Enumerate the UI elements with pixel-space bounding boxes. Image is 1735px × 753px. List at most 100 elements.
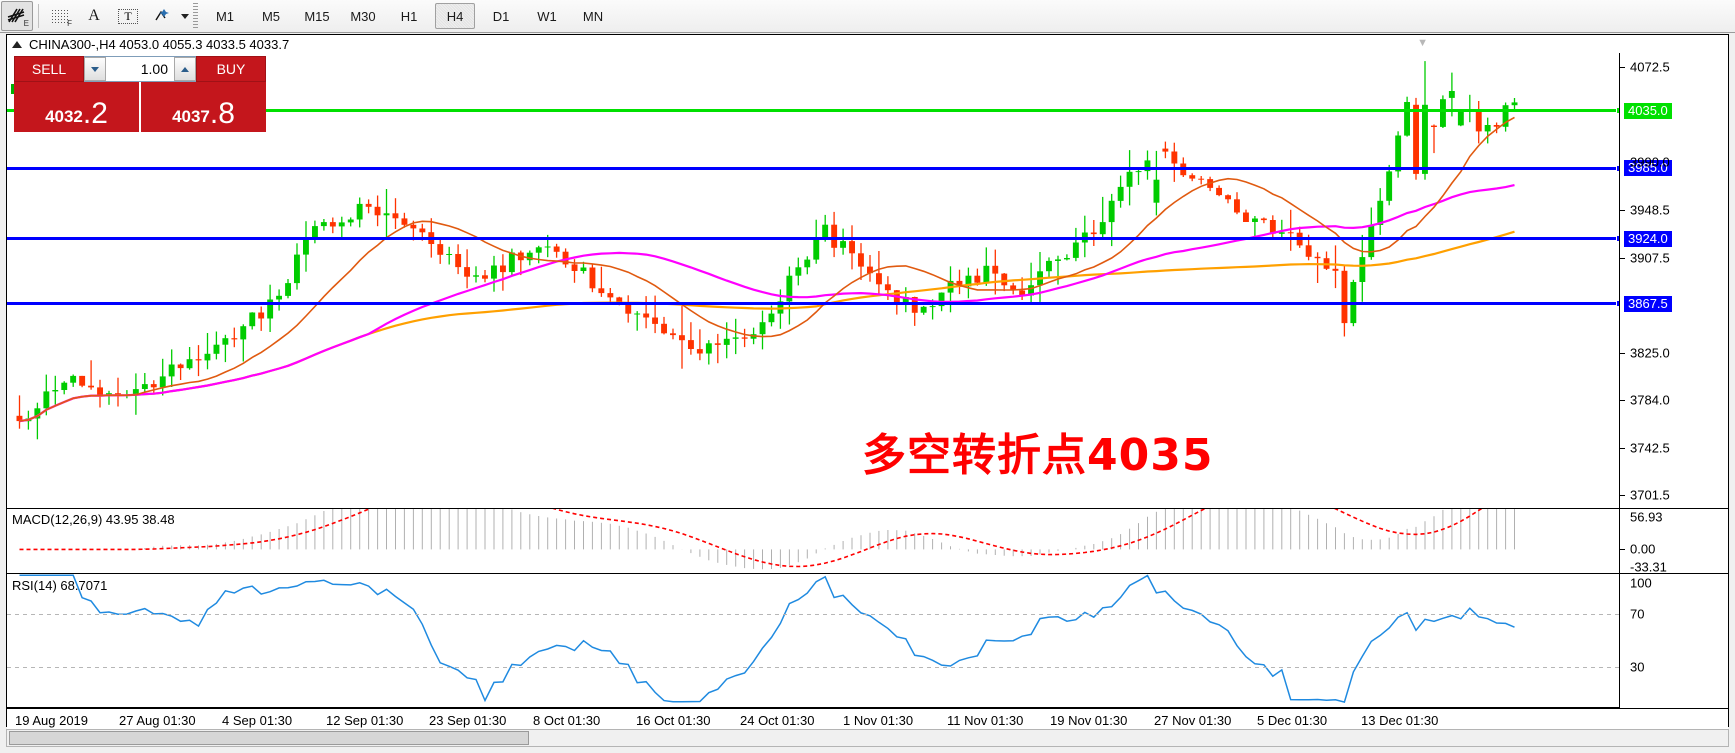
macd-canvas (19, 509, 1515, 570)
buy-price-integer: 4037 (172, 107, 210, 126)
macd-tick (1620, 549, 1625, 551)
time-label-4: 23 Sep 01:30 (429, 713, 507, 728)
chart-symbol-ohlc: CHINA300-,H4 4053.0 4055.3 4033.5 4033.7 (29, 36, 290, 52)
rsi-scale-70: 70 (1630, 606, 1645, 622)
price-line-3867-5[interactable] (7, 300, 1619, 307)
text-label-icon[interactable]: A (78, 1, 110, 31)
rsi-level-30 (7, 667, 1619, 669)
axis-tick (1620, 210, 1625, 212)
timeframe-h4[interactable]: H4 (435, 3, 475, 29)
timeframe-m1[interactable]: M1 (215, 8, 235, 24)
scrollbar-thumb[interactable] (9, 731, 529, 745)
timeframe-m5[interactable]: M5 (261, 8, 281, 24)
macd-scale-0neg00: 0.00 (1630, 541, 1656, 557)
price-tick-3784-0: 3784.0 (1630, 392, 1670, 408)
volume-stepper[interactable]: 1.00 (84, 56, 196, 82)
timeframe-m15[interactable]: M15 (304, 8, 330, 24)
price-pane[interactable] (7, 53, 1619, 508)
order-prices-row: 4032 .2 4037 .8 (14, 82, 266, 132)
volume-increase-button[interactable] (174, 57, 196, 81)
price-label-4035-0[interactable]: 4035.0 (1624, 102, 1672, 119)
price-line-3985-0[interactable] (7, 164, 1619, 172)
price-line-handle[interactable] (1616, 235, 1619, 242)
expert-advisor-glyph (7, 8, 25, 23)
price-line-4035-0[interactable] (7, 107, 1619, 115)
macd-axis: 56.93 0.00 -33.31 (1619, 508, 1728, 575)
horizontal-scrollbar[interactable] (6, 729, 1729, 747)
time-label-7: 24 Oct 01:30 (740, 713, 815, 728)
axis-tick (1620, 399, 1625, 401)
toolbar-divider-1 (38, 4, 39, 28)
volume-input[interactable]: 1.00 (140, 61, 168, 77)
order-controls-row: SELL 1.00 BUY (14, 56, 266, 82)
toolbar-grip[interactable] (193, 3, 198, 29)
indicator-list-icon[interactable]: F (44, 1, 76, 31)
main-toolbar: E F A T M1 M5 M15 M30 H1 H4 D1 (0, 0, 1735, 33)
timeframe-m30[interactable]: M30 (350, 8, 376, 24)
text-object-icon[interactable]: T (112, 1, 144, 31)
dotgrid-glyph (50, 9, 70, 23)
price-line-3924-0[interactable] (7, 235, 1619, 242)
rsi-scale-100: 100 (1630, 575, 1652, 591)
macd-pane[interactable] (7, 508, 1619, 574)
rsi-axis: 100 70 30 (1619, 574, 1728, 708)
axis-tick (1620, 494, 1625, 496)
time-label-2: 4 Sep 01:30 (222, 713, 293, 728)
drawing-objects-icon[interactable] (146, 1, 178, 31)
price-line-handle[interactable] (1616, 107, 1619, 115)
volume-decrease-button[interactable] (84, 57, 106, 81)
price-label-3924-0[interactable]: 3924.0 (1624, 230, 1672, 247)
time-label-3: 12 Sep 01:30 (326, 713, 404, 728)
chart-window[interactable]: CHINA300-,H4 4053.0 4055.3 4033.5 4033.7… (6, 34, 1729, 733)
time-label-11: 27 Nov 01:30 (1154, 713, 1232, 728)
timeframe-h1[interactable]: H1 (400, 8, 418, 24)
collapse-triangle-icon[interactable] (12, 40, 22, 48)
time-label-6: 16 Oct 01:30 (636, 713, 711, 728)
indicator-sub-label: F (67, 19, 72, 28)
macd-scale-neg33-31: -33.31 (1630, 559, 1667, 575)
timeframe-d1[interactable]: D1 (492, 8, 510, 24)
arrow-up-icon (181, 66, 189, 72)
buy-button[interactable]: BUY (196, 56, 266, 82)
timeframe-w1[interactable]: W1 (537, 8, 557, 24)
price-tick-3825-0: 3825.0 (1630, 345, 1670, 360)
time-label-0: 19 Aug 2019 (15, 713, 89, 728)
price-line-handle[interactable] (1616, 164, 1619, 172)
price-tick-4072-5: 4072.5 (1630, 59, 1670, 75)
panel-tick-marker (11, 84, 14, 94)
axis-tick (1620, 447, 1625, 449)
price-line-handle[interactable] (1616, 300, 1619, 307)
chevron-down-icon[interactable] (181, 13, 189, 19)
price-label-3985-0[interactable]: 3985.0 (1624, 160, 1672, 177)
time-label-1: 27 Aug 01:30 (119, 713, 196, 728)
arrow-down-icon (91, 66, 99, 72)
chart-header: CHINA300-,H4 4053.0 4055.3 4033.5 4033.7 (7, 35, 289, 53)
sell-price[interactable]: 4032 .2 (14, 82, 141, 132)
price-tick-3907-5: 3907.5 (1630, 250, 1670, 265)
price-label-3867-5[interactable]: 3867.5 (1624, 295, 1672, 312)
rsi-pane[interactable] (7, 574, 1619, 708)
time-label-5: 8 Oct 01:30 (533, 713, 601, 728)
expert-advisor-icon[interactable]: E (1, 1, 33, 31)
time-axis[interactable]: 19 Aug 2019 27 Aug 01:30 4 Sep 01:30 12 Sep… (7, 708, 1728, 733)
sell-price-decimal: .2 (82, 97, 108, 130)
price-tick-3701-5: 3701.5 (1630, 487, 1670, 503)
macd-label: MACD(12,26,9) 43.95 38.48 (12, 512, 175, 527)
axis-tick (1620, 257, 1625, 259)
timeframe-mn[interactable]: MN (582, 8, 604, 24)
chart-annotation-text: 多空转折点4035 (862, 430, 1214, 481)
rsi-scale-30: 30 (1630, 659, 1645, 675)
price-chart-canvas (16, 61, 1518, 440)
time-label-8: 1 Nov 01:30 (843, 713, 914, 728)
buy-price[interactable]: 4037 .8 (141, 82, 266, 132)
price-axis[interactable]: 4035.0 3985.0 3924.0 3867.5 3990.0 4072.5 3948… (1619, 53, 1728, 508)
rsi-label: RSI(14) 68.7071 (12, 578, 108, 593)
time-label-13: 13 Dec 01:30 (1361, 713, 1439, 728)
one-click-trading-panel[interactable]: SELL 1.00 BUY 4032 .2 4037 .8 (11, 56, 266, 132)
objects-glyph (155, 9, 169, 21)
sell-button[interactable]: SELL (14, 56, 84, 82)
rsi-canvas (19, 574, 1515, 704)
chart-menu-chevron-icon[interactable]: ▼ (1417, 37, 1428, 49)
sell-price-integer: 4032 (45, 107, 83, 126)
